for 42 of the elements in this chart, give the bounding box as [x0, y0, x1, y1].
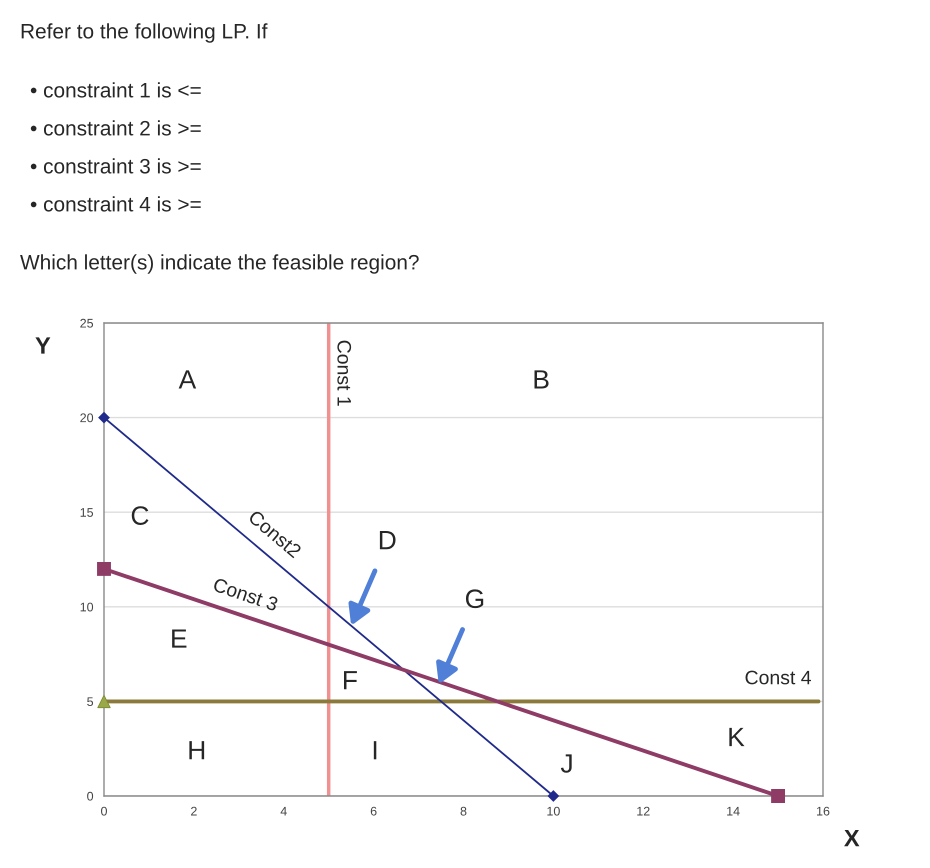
- text: • constraint 2 is >=: [30, 120, 201, 136]
- x-tick-label: 10: [547, 806, 560, 816]
- point: [771, 789, 786, 803]
- x-tick-label: 12: [637, 806, 650, 816]
- annotation: B: [534, 370, 549, 388]
- annotation: H: [189, 741, 204, 760]
- x-axis-title: X: [844, 830, 860, 846]
- ref-line-label: Const 4: [746, 670, 811, 684]
- ref-line-label: Const 1: [337, 340, 352, 406]
- point: [98, 412, 110, 424]
- x-tick-label: 14: [727, 806, 740, 816]
- annotation: K: [729, 728, 745, 746]
- annotation: E: [172, 630, 186, 648]
- chart-title: Refer to the following LP. If: [22, 23, 268, 43]
- annotation: G: [466, 589, 484, 608]
- y-tick-label: 5: [87, 697, 94, 706]
- y-tick-label: 0: [87, 792, 94, 801]
- text: Which letter(s) indicate the feasible region?: [20, 254, 419, 274]
- x-tick-label: 16: [817, 806, 830, 816]
- text: Const 3: [212, 577, 279, 612]
- y-tick-label: 25: [80, 318, 94, 328]
- y-tick-label: 10: [80, 602, 94, 612]
- text: • constraint 4 is >=: [30, 196, 201, 212]
- point: [97, 694, 111, 708]
- annotation: D: [380, 531, 396, 550]
- point: [548, 790, 559, 802]
- y-axis-title: Y: [35, 337, 50, 354]
- annotation: C: [132, 506, 148, 525]
- x-tick-label: 0: [101, 806, 107, 816]
- y-tick-label: 20: [80, 413, 94, 422]
- x-tick-label: 6: [370, 806, 377, 816]
- y-tick-label: 15: [80, 508, 94, 517]
- x-tick-label: 8: [460, 806, 466, 816]
- x-tick-label: 4: [280, 806, 287, 816]
- point: [97, 562, 111, 576]
- text: • constraint 1 is <=: [30, 82, 201, 98]
- text: • constraint 3 is >=: [30, 158, 201, 174]
- x-tick-label: 2: [191, 806, 197, 816]
- annotation: A: [178, 370, 196, 388]
- annotation: F: [344, 671, 357, 690]
- annotation: I: [374, 741, 376, 760]
- annotation: J: [560, 754, 572, 773]
